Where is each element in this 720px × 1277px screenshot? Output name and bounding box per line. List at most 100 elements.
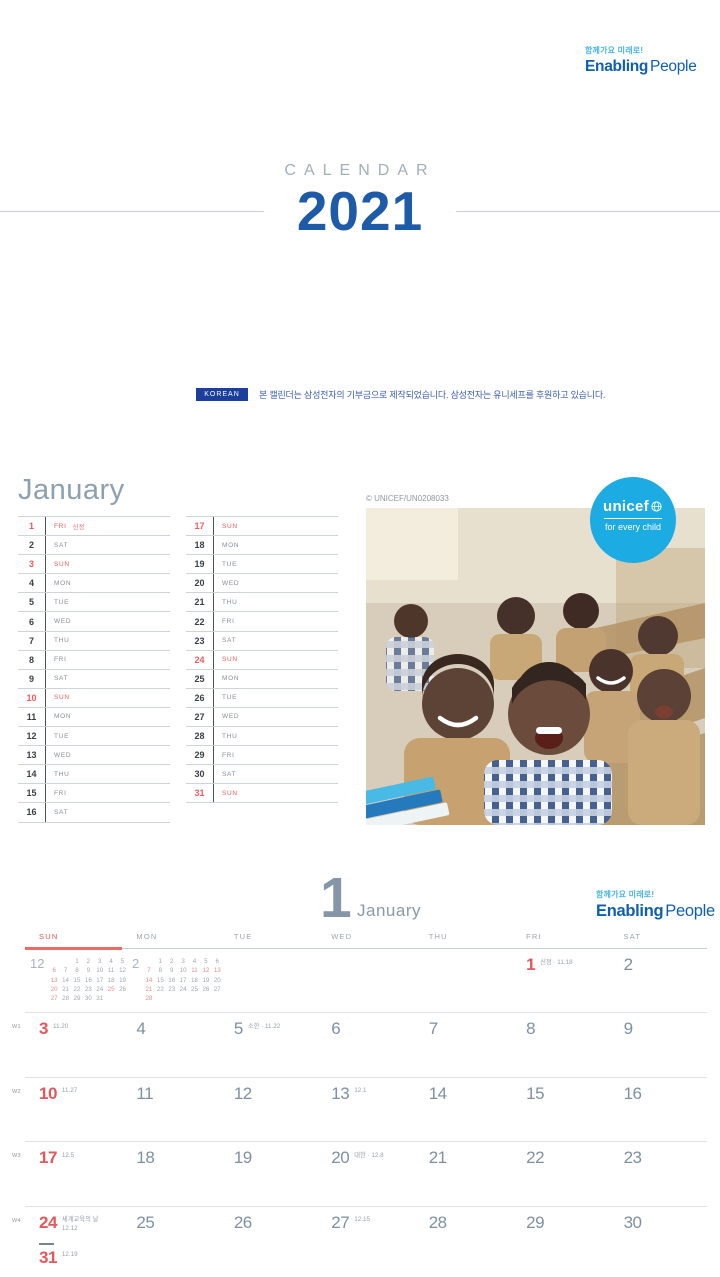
week-row-w3: W3 17 12.5 18 19 20 대한 · 12.8 21 22 23 [12, 1141, 707, 1206]
list-date-number: 12 [26, 731, 37, 742]
mini-day: 18 [107, 976, 115, 984]
list-holiday: 신정 [72, 524, 85, 532]
list-date-number: 9 [28, 673, 34, 684]
list-row: 13 WED [18, 746, 170, 766]
date-note: 11.20 [53, 1023, 68, 1032]
list-row: 29 FRI [186, 746, 338, 766]
mini-day: 27 [213, 985, 221, 993]
list-row: 16 SAT [18, 803, 170, 823]
list-date-number: 25 [194, 673, 205, 684]
week-number-label: W1 [12, 1024, 21, 1030]
list-divider [213, 555, 214, 574]
cover-year: 2021 [296, 180, 424, 242]
list-row: 20 WED [186, 574, 338, 594]
mini-day: 6 [215, 958, 219, 965]
list-row: 14 THU [18, 765, 170, 785]
list-weekday: THU [54, 770, 70, 778]
date-number: 13 [331, 1083, 350, 1103]
mini-day [155, 994, 166, 1003]
brand-name: Enabling People [596, 902, 715, 921]
list-weekday: SUN [222, 656, 238, 664]
date-number: 21 [428, 1148, 447, 1167]
list-row: 12 TUE [18, 727, 170, 747]
enabling-people-logo-bottom: 함께가요 미래로! Enabling People [596, 889, 715, 921]
brand-name-light: People [650, 58, 697, 75]
list-divider [213, 746, 214, 765]
list-divider [213, 688, 214, 707]
mini-day: 23 [84, 985, 92, 993]
list-row: 30 SAT [186, 765, 338, 785]
mini-day: 14 [145, 976, 153, 984]
list-date-number: 16 [26, 807, 37, 818]
mini-day: 11 [107, 967, 115, 975]
cover-title: CALENDAR 2021 [0, 162, 720, 239]
mini-day: 29 [73, 995, 81, 1003]
mini-day: 28 [62, 995, 69, 1003]
date-number: 26 [233, 1212, 252, 1232]
mini-day: 5 [204, 958, 208, 965]
mini-day: 30 [84, 995, 92, 1003]
mini-day: 16 [168, 976, 176, 984]
date-number: 2 [623, 955, 633, 974]
date-cell-3: 3 11.20 [39, 1020, 68, 1037]
list-divider [45, 669, 46, 688]
sunday-underline [25, 947, 122, 950]
date-number: 3 [39, 1019, 48, 1038]
list-date-number: 29 [194, 750, 205, 761]
list-divider [213, 612, 214, 631]
brand-tagline: 함께가요 미래로! [596, 890, 655, 899]
mini-day: 2 [86, 958, 91, 965]
weekday-label-sat: SAT [623, 932, 642, 941]
mini-month-label: 12 [30, 956, 45, 971]
list-date-number: 7 [28, 635, 34, 646]
list-weekday: THU [54, 637, 70, 645]
mini-day: 17 [96, 976, 104, 984]
date-cell-19: 19 [234, 1149, 252, 1166]
mini-day [60, 957, 71, 966]
brand-name-light: People [665, 902, 715, 920]
mini-day: 31 [96, 995, 104, 1003]
list-divider [45, 555, 46, 574]
mini-day: 7 [147, 967, 151, 975]
date-number: 18 [136, 1148, 155, 1167]
list-row: 5 TUE [18, 593, 170, 613]
date-cell-25: 25 [136, 1214, 154, 1231]
list-date-number: 10 [26, 692, 37, 703]
list-weekday: WED [54, 751, 72, 759]
list-divider [45, 593, 46, 612]
list-weekday: SAT [222, 770, 237, 778]
date-number: 31 [39, 1247, 57, 1267]
date-number: 29 [526, 1212, 545, 1232]
mini-day: 26 [119, 985, 126, 993]
mini-day: 7 [63, 967, 68, 975]
list-divider [213, 631, 214, 650]
list-date-number: 6 [28, 616, 34, 627]
date-number: 17 [39, 1148, 57, 1167]
list-weekday: WED [222, 579, 240, 587]
date-cell-8: 8 [526, 1020, 535, 1037]
list-row: 4 MON [18, 574, 170, 594]
list-divider [213, 669, 214, 688]
list-row: 28 THU [186, 727, 338, 747]
korean-language-badge[interactable]: KOREAN [196, 388, 248, 401]
date-cell-14: 14 [429, 1085, 447, 1102]
mini-day: 4 [109, 958, 113, 965]
list-weekday: FRI [222, 618, 235, 626]
date-list-col2: 17 SUN 18 MON 19 TUE 20 WED 21 THU 22 FRI 23 SAT 24 SUN… [186, 516, 338, 804]
mini-day: 4 [192, 958, 197, 965]
list-weekday: MON [222, 675, 240, 683]
weekday-header: SUN MON TUE WED THU FRI SAT [25, 932, 707, 946]
date-number: 23 [623, 1148, 642, 1167]
list-row: 31 SUN [186, 784, 338, 804]
date-note: 신정 · 11.18 [540, 959, 572, 968]
mini-day: 5 [120, 958, 125, 965]
brand-name-bold: Enabling [596, 902, 664, 920]
list-weekday: FRI [222, 751, 235, 759]
list-row: 25 MON [186, 669, 338, 689]
list-divider [45, 536, 46, 555]
mini-day: 24 [179, 985, 187, 993]
week-row-overflow: 31 12.19 [25, 1242, 707, 1277]
list-date-number: 13 [26, 750, 37, 761]
date-number: 5 [233, 1019, 243, 1038]
weekday-label-tue: TUE [233, 932, 253, 941]
